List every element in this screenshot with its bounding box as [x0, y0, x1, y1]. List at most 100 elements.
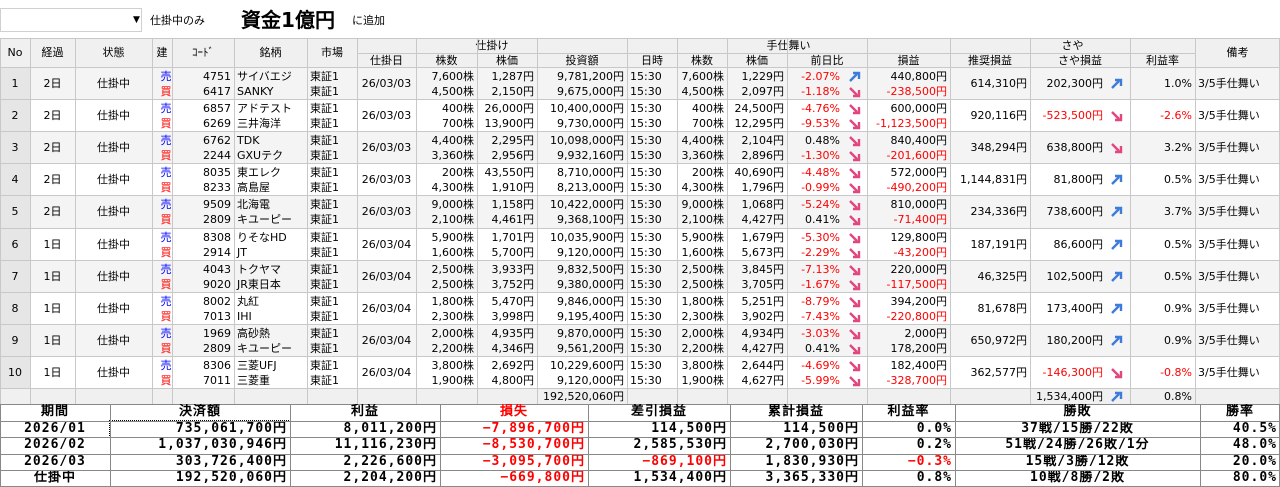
side: 売 [160, 294, 172, 308]
amount: 9,832,500円 [557, 262, 624, 276]
status: 仕掛中 [97, 205, 130, 219]
amount: 9,675,000円 [557, 85, 624, 98]
summary-cell: 20.0% [1232, 453, 1277, 469]
exit-time: 15:30 [630, 85, 662, 98]
exit-time: 15:30 [630, 262, 662, 276]
code: 6762 [203, 134, 231, 148]
row-number: 4 [11, 173, 19, 187]
group-header: 手仕舞い [766, 39, 811, 52]
summary-row-line [0, 420, 1280, 422]
profit-rate: 0.9% [1164, 301, 1192, 315]
filter-label[interactable]: 仕掛中のみ [150, 14, 205, 27]
column-header: 投資額 [565, 54, 599, 67]
row-number: 5 [11, 205, 19, 219]
quantity: 1,600株 [431, 245, 475, 259]
side: 買 [160, 85, 172, 98]
price: 4,800円 [491, 373, 535, 387]
column-line [172, 38, 173, 404]
price: 5,470円 [491, 294, 535, 308]
status: 仕掛中 [97, 237, 130, 251]
row-line [0, 291, 1280, 293]
elapsed: 1日 [43, 333, 62, 347]
amount: 9,380,000円 [557, 277, 624, 291]
daily-change: -1.30% [801, 149, 840, 163]
group-header: さや [1061, 39, 1084, 52]
exit-quantity: 9,000株 [681, 198, 725, 212]
side: 買 [160, 245, 172, 259]
exit-time: 15:30 [630, 102, 662, 116]
entry-date: 26/03/04 [361, 365, 412, 379]
quantity: 200株 [442, 166, 474, 180]
header-line [0, 67, 1280, 68]
price: 26,000円 [484, 102, 535, 116]
elapsed: 2日 [43, 109, 62, 123]
recommended-pnl: 46,325円 [977, 269, 1028, 283]
trend-arrow [849, 328, 861, 339]
amount: 9,195,400円 [557, 309, 624, 323]
row-number-bg [0, 228, 30, 261]
daily-change: -2.29% [801, 245, 840, 259]
amount: 10,422,000円 [550, 198, 624, 212]
summary-row-line [0, 437, 1280, 439]
side: 買 [160, 373, 172, 387]
exit-time: 15:30 [630, 309, 662, 323]
exit-price: 12,295円 [734, 117, 785, 131]
trend-arrow [849, 343, 861, 354]
summary-cell: −8,530,700円 [482, 437, 585, 453]
recommended-pnl: 348,294円 [970, 141, 1028, 155]
side: 売 [160, 134, 172, 148]
exit-price: 2,104円 [741, 134, 785, 148]
row-number-bg [0, 132, 30, 165]
add-label[interactable]: に追加 [352, 14, 385, 27]
total-bg [0, 389, 1280, 404]
column-line [0, 38, 1, 404]
summary-cell: 1,830,930円 [765, 453, 859, 469]
trend-arrow [1111, 239, 1123, 250]
summary-column-line [1200, 404, 1201, 487]
column-header: 日時 [641, 54, 663, 67]
elapsed: 1日 [43, 365, 62, 379]
column-header: 銘柄 [259, 46, 282, 59]
amount: 9,932,160円 [557, 149, 624, 163]
trend-arrow [1111, 175, 1123, 186]
dropdown[interactable]: ▼ [0, 8, 142, 32]
market: 東証1 [310, 181, 339, 195]
total-spread: 1,534,400円 [1036, 390, 1103, 403]
summary-row-line [0, 470, 1280, 472]
note: 3/5手仕舞い [1198, 333, 1260, 347]
column-line [416, 38, 417, 404]
trend-arrow [849, 104, 861, 115]
side: 買 [160, 181, 172, 195]
daily-change: -5.24% [801, 198, 840, 212]
summary-header: 損失 [499, 404, 528, 419]
market: 東証1 [310, 213, 339, 227]
market: 東証1 [310, 149, 339, 163]
market: 東証1 [310, 117, 339, 131]
row-line [0, 195, 1280, 197]
column-line [787, 38, 788, 404]
elapsed: 1日 [43, 237, 62, 251]
spread-pnl: 638,800円 [1046, 141, 1104, 155]
stock-name: SANKY [237, 85, 274, 98]
daily-change: -4.48% [801, 166, 840, 180]
exit-quantity: 4,300株 [681, 181, 725, 195]
stock-name: 三菱重 [237, 373, 270, 387]
row-bg [0, 196, 1280, 229]
code: 8308 [203, 230, 231, 244]
column-header: 備考 [1226, 46, 1249, 59]
pnl: -43,200円 [893, 245, 947, 259]
code: 2244 [203, 149, 231, 163]
trend-arrow [849, 71, 861, 82]
daily-change: -7.43% [801, 309, 840, 323]
summary-cell: 1,534,400円 [633, 470, 727, 486]
entry-date: 26/03/03 [361, 77, 412, 91]
code: 9020 [203, 277, 231, 291]
stock-name: キユーピー [237, 213, 292, 227]
summary-cell: −7,896,700円 [482, 420, 585, 436]
profit-rate: 0.5% [1164, 237, 1192, 251]
stock-name: 三菱UFJ [237, 358, 277, 372]
trend-arrow [849, 215, 861, 226]
exit-time: 15:30 [630, 294, 662, 308]
row-bg [0, 132, 1280, 165]
